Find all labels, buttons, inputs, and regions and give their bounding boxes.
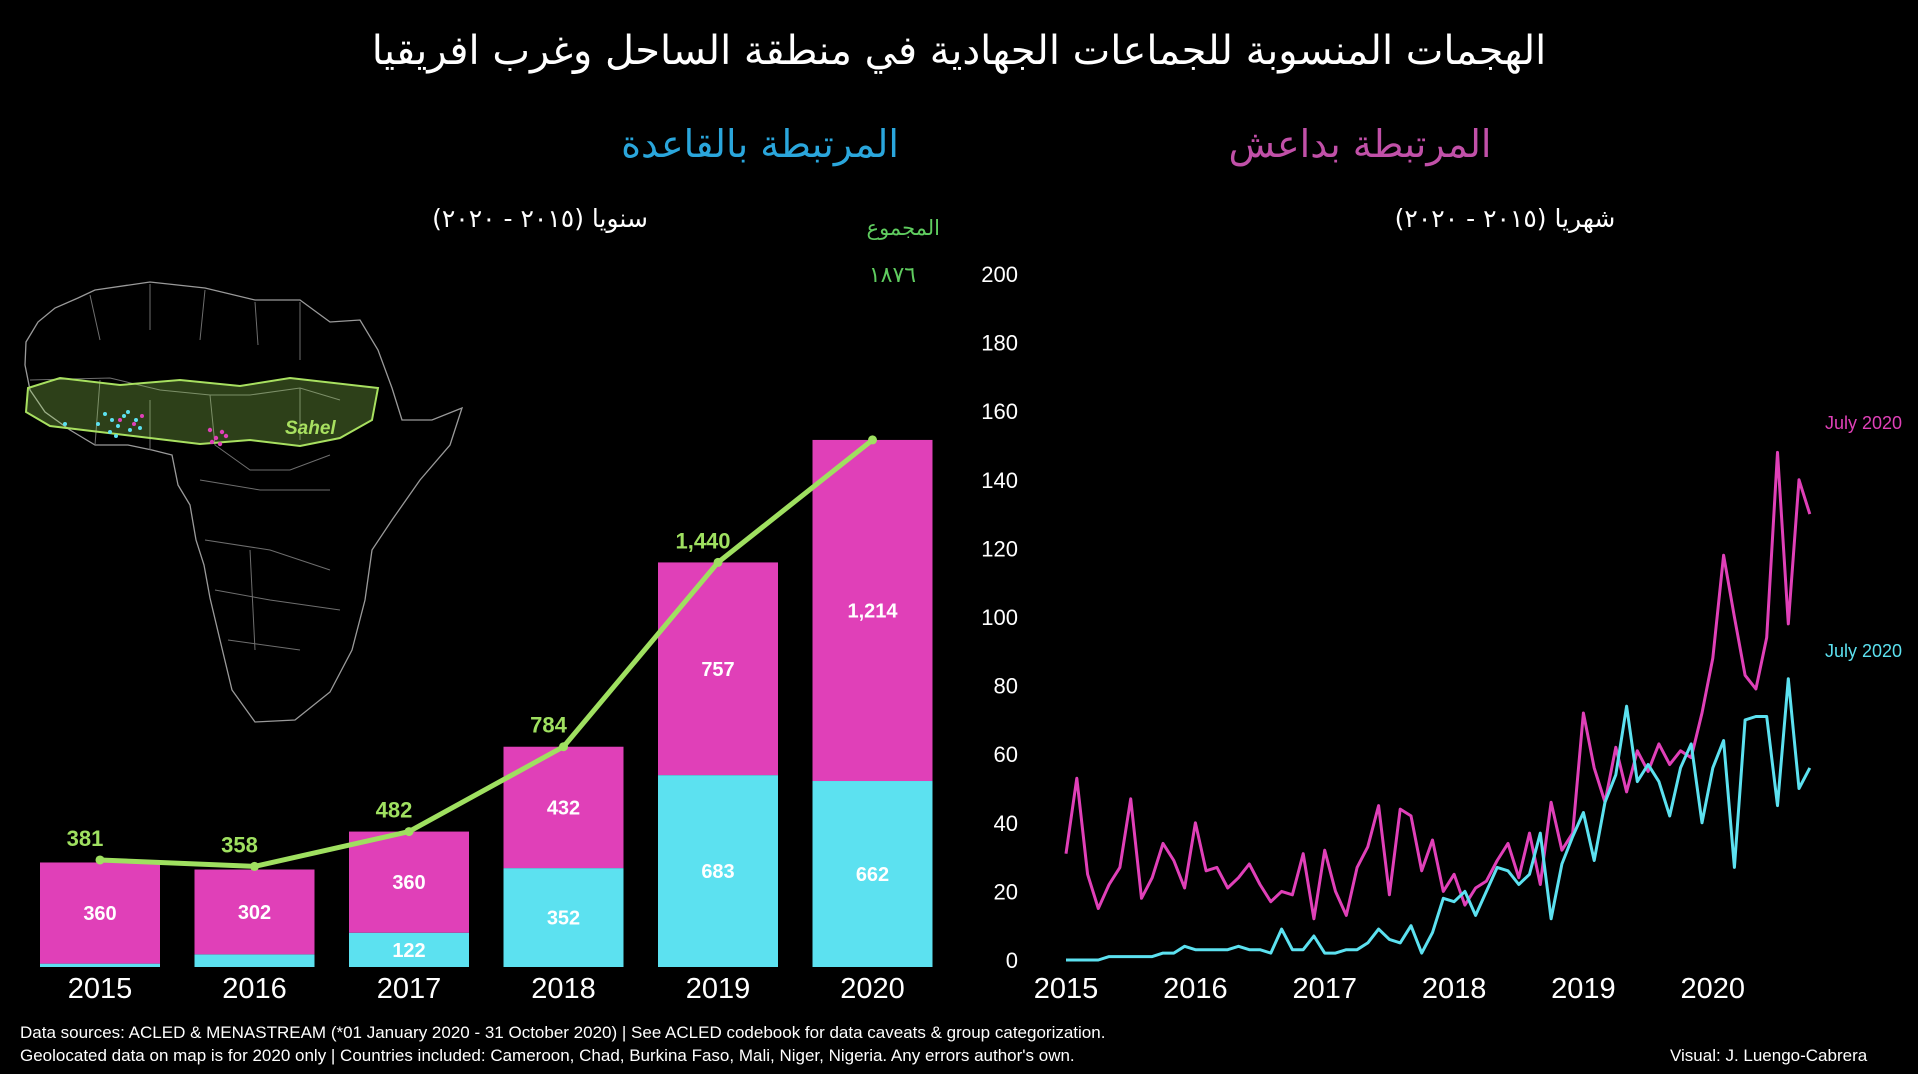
total-label-2015: 381 (67, 826, 104, 851)
line-x-tick-2016: 2016 (1163, 973, 1228, 1005)
line-x-tick-2018: 2018 (1422, 973, 1487, 1005)
bar-aq-2016 (194, 954, 315, 967)
y-tick-20: 20 (994, 879, 1018, 904)
x-tick-2019: 2019 (686, 973, 751, 1005)
total-label-2016: 358 (221, 832, 258, 857)
total-label-2020: ١٨٧٦ (869, 262, 916, 287)
right-period: شهريا (٢٠١٥ - ٢٠٢٠) (1394, 204, 1616, 233)
bar-isis-2019 (658, 562, 778, 776)
y-tick-120: 120 (981, 536, 1018, 561)
total-point-2016 (250, 861, 259, 871)
y-tick-60: 60 (994, 742, 1018, 767)
isis-monthly-line (1064, 450, 1812, 921)
footer-line-2: Geolocated data on map is for 2020 only … (20, 1046, 1075, 1065)
annotation-aq: July 2020 (1825, 641, 1902, 661)
bar-label-isis-2017: 360 (392, 872, 425, 894)
x-tick-2017: 2017 (377, 973, 442, 1005)
lines-layer (1064, 450, 1812, 962)
total-line (99, 437, 875, 869)
bar-x-axis: 2015 2016 2017 2018 2019 2020 (68, 973, 905, 1005)
total-point-2015 (95, 855, 105, 865)
bar-isis-2020 (812, 439, 933, 782)
africa-outline (24, 281, 464, 723)
line-chart: 0 20 40 60 80 100 120 140 160 180 200 2015 2016 2017… (981, 262, 1902, 1005)
line-x-tick-2015: 2015 (1034, 973, 1099, 1005)
left-subtitle: المرتبطة بالقاعدة (621, 122, 899, 166)
total-label-2019: 1,440 (675, 528, 730, 553)
x-tick-2020: 2020 (840, 973, 905, 1005)
y-tick-140: 140 (981, 468, 1018, 493)
africa-map: Sahel (24, 281, 464, 723)
line-x-tick-2017: 2017 (1292, 973, 1357, 1005)
footer-credit: Visual: J. Luengo-Cabrera (1670, 1046, 1868, 1065)
isis-event-points (118, 414, 229, 447)
y-tick-40: 40 (994, 811, 1018, 836)
sahel-label: Sahel (285, 418, 336, 439)
line-x-tick-2019: 2019 (1551, 973, 1616, 1005)
total-label: المجموع (866, 216, 940, 240)
bar-label-isis-2019: 757 (701, 659, 734, 681)
total-label-2018: 784 (530, 713, 567, 738)
line-x-tick-2020: 2020 (1681, 973, 1746, 1005)
bar-label-aq-2020: 662 (856, 864, 889, 886)
chart-title: الهجمات المنسوبة للجماعات الجهادية في من… (371, 28, 1547, 74)
bar-aq-2018 (503, 868, 624, 967)
footer-line-1: Data sources: ACLED & MENASTREAM (*01 Ja… (20, 1023, 1106, 1042)
x-tick-2016: 2016 (222, 973, 287, 1005)
left-period: سنويا (٢٠١٥ - ٢٠٢٠) (432, 204, 648, 233)
bar-chart: 360 302 122 360 352 432 683 757 662 1,214 381 358 4… (40, 262, 933, 1005)
aq-event-points (63, 410, 142, 438)
bar-label-isis-2015: 360 (83, 903, 116, 925)
bar-aq-2017 (349, 932, 469, 967)
y-tick-180: 180 (981, 331, 1018, 356)
bar-aq-2015 (40, 963, 160, 967)
total-line-layer: 381 358 482 784 1,440 ١٨٧٦ (67, 262, 916, 871)
y-tick-160: 160 (981, 399, 1018, 424)
total-point-2017 (404, 827, 414, 837)
bar-label-isis-2018: 432 (547, 797, 580, 819)
annotation-isis: July 2020 (1825, 413, 1902, 433)
bar-isis-2016 (194, 869, 315, 955)
bar-label-aq-2018: 352 (547, 908, 580, 930)
aq-monthly-line (1066, 677, 1812, 962)
right-subtitle: المرتبطة بداعش (1228, 122, 1492, 166)
line-x-axis: 2015 2016 2017 2018 2019 2020 (1034, 973, 1745, 1005)
y-axis: 0 20 40 60 80 100 120 140 160 180 200 (981, 262, 1018, 973)
total-point-2018 (559, 742, 568, 752)
bar-label-aq-2019: 683 (701, 861, 734, 883)
bar-aq-2019 (658, 775, 778, 967)
y-tick-200: 200 (981, 262, 1018, 287)
y-tick-0: 0 (1006, 948, 1018, 973)
bar-label-aq-2017: 122 (392, 940, 425, 962)
y-tick-100: 100 (981, 605, 1018, 630)
bar-label-isis-2016: 302 (238, 902, 271, 924)
bars-layer: 360 302 122 360 352 432 683 757 662 1,214 (40, 439, 933, 967)
sahel-band (24, 376, 380, 448)
bar-isis-2017 (349, 831, 469, 933)
total-point-2020 (868, 435, 877, 445)
x-tick-2015: 2015 (68, 973, 133, 1005)
y-tick-80: 80 (994, 674, 1018, 699)
total-point-2019 (713, 557, 723, 567)
bar-isis-2015 (40, 862, 160, 964)
bar-aq-2020 (812, 781, 933, 967)
bar-label-isis-2020: 1,214 (847, 600, 898, 622)
total-label-2017: 482 (376, 798, 413, 823)
x-tick-2018: 2018 (531, 973, 596, 1005)
